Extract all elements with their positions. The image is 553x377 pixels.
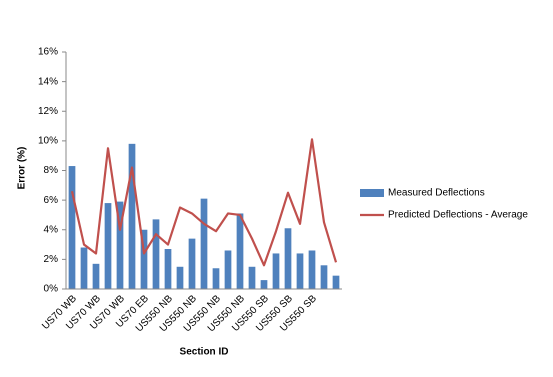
y-tick-label: 8%: [44, 165, 59, 176]
legend-label: Predicted Deflections - Average: [388, 210, 528, 221]
bar: [308, 250, 316, 289]
bar: [80, 247, 88, 289]
bar: [320, 265, 328, 289]
bar: [104, 203, 112, 289]
y-tick-label: 12%: [38, 106, 58, 117]
bar: [140, 229, 148, 289]
x-axis-title: Section ID: [180, 347, 229, 358]
bar: [332, 275, 340, 289]
y-tick-label: 14%: [38, 76, 58, 87]
y-tick-label: 2%: [44, 254, 59, 265]
y-tick-label: 10%: [38, 136, 58, 147]
bar: [68, 166, 76, 289]
legend-swatch: [360, 189, 384, 197]
bar: [92, 263, 100, 289]
y-tick-label: 16%: [38, 47, 58, 58]
y-axis-title: Error (%): [17, 147, 28, 190]
bar: [284, 228, 292, 289]
bar: [296, 253, 304, 289]
y-tick-label: 0%: [44, 284, 59, 295]
bar: [188, 238, 196, 289]
bar: [260, 280, 268, 289]
y-tick-label: 4%: [44, 224, 59, 235]
bar: [236, 213, 244, 289]
y-tick-label: 6%: [44, 195, 59, 206]
bar: [116, 201, 124, 289]
bar: [224, 250, 232, 289]
legend-label: Measured Deflections: [388, 188, 485, 199]
bar: [176, 266, 184, 289]
line: [70, 138, 338, 267]
bar: [248, 266, 256, 289]
bar: [128, 143, 136, 289]
bar: [200, 198, 208, 289]
bar: [272, 253, 280, 289]
bar: [164, 249, 172, 289]
bar: [212, 268, 220, 289]
bar: [152, 219, 160, 289]
